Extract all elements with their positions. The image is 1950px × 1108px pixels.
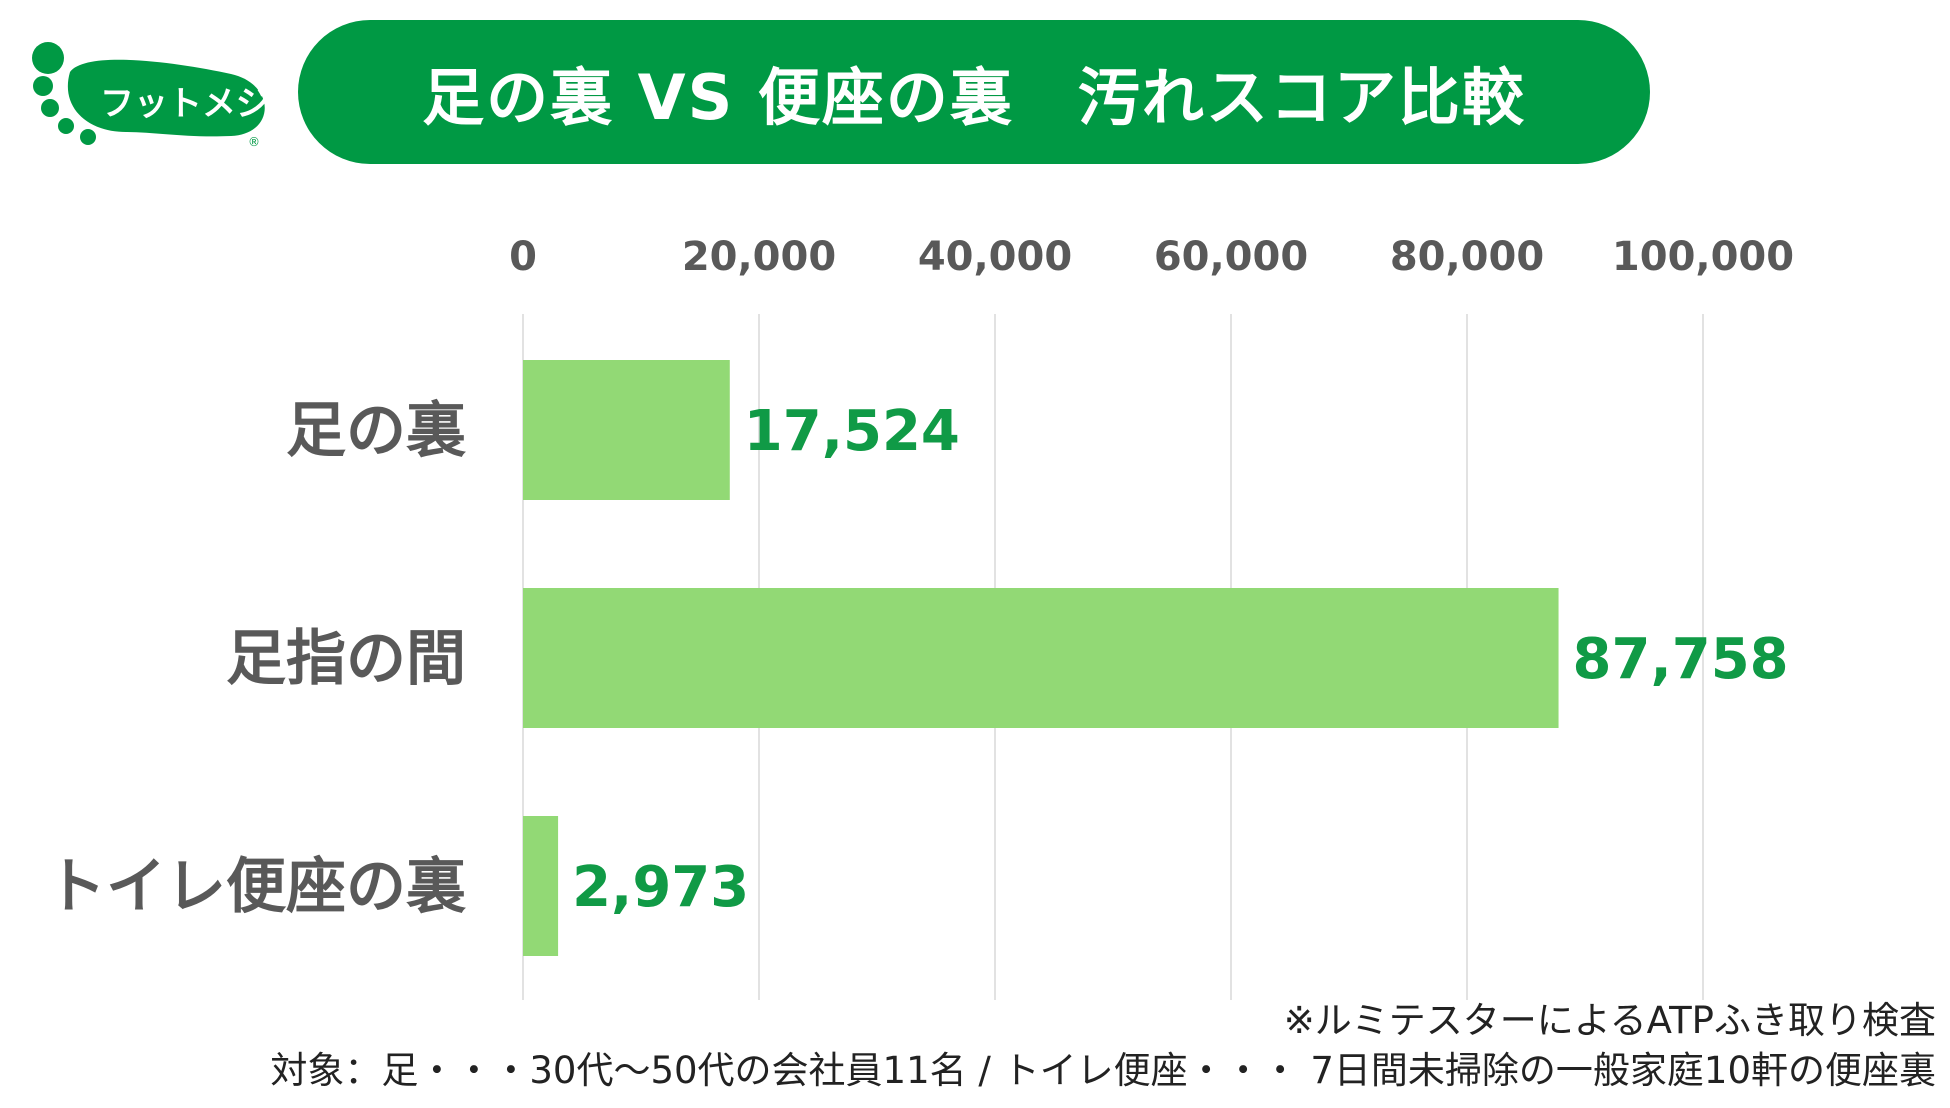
value-labels: 17,524 87,758 2,973 (572, 399, 1789, 920)
futto-meji-logo: フットメジ ® (26, 36, 276, 156)
x-tick-label: 40,000 (918, 234, 1072, 280)
chart-title: 足の裏 VS 便座の裏 汚れスコア比較 (298, 20, 1650, 164)
value-label: 17,524 (744, 399, 960, 464)
x-tick-label: 0 (509, 234, 537, 280)
logo-text: フットメジ (100, 84, 270, 124)
x-tick-label: 20,000 (682, 234, 836, 280)
x-axis-ticks: 0 20,000 40,000 60,000 80,000 100,000 (509, 234, 1794, 280)
bar (523, 360, 730, 500)
category-label: トイレ便座の裏 (46, 852, 466, 922)
value-label: 2,973 (572, 855, 749, 920)
bars (523, 360, 1559, 956)
x-tick-label: 80,000 (1390, 234, 1544, 280)
method-note: ※ルミテスターによるATPふき取り検査 (1283, 999, 1936, 1042)
footprint-logo-icon: フットメジ ® (32, 42, 270, 149)
bar (523, 588, 1559, 728)
category-label: 足の裏 (286, 396, 466, 466)
x-tick-label: 100,000 (1612, 234, 1794, 280)
x-tick-label: 60,000 (1154, 234, 1308, 280)
value-label: 87,758 (1573, 627, 1789, 692)
registered-mark: ® (248, 135, 260, 149)
bar (523, 816, 559, 956)
category-label: 足指の間 (226, 624, 466, 694)
subjects-note: 対象：足・・・30代～50代の会社員11名 / トイレ便座・・・ 7日間未掃除の… (270, 1049, 1936, 1092)
